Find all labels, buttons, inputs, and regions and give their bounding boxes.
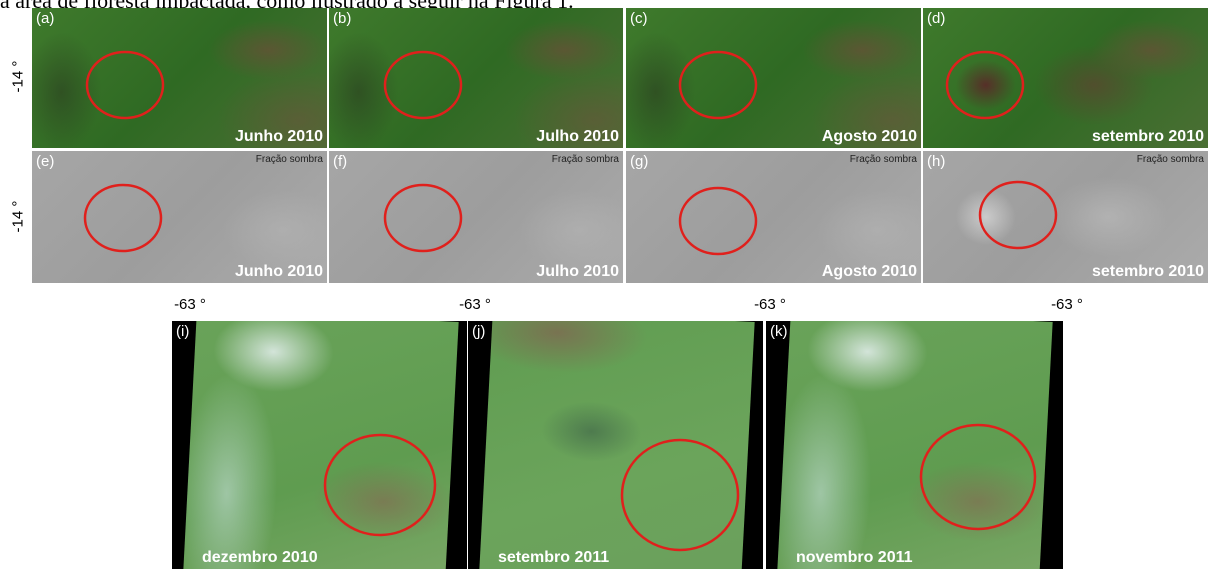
highlight-circle bbox=[678, 50, 758, 120]
longitude-label: -63 ° bbox=[174, 296, 206, 313]
highlight-overlay bbox=[85, 50, 165, 120]
panel-note: Fração sombra bbox=[849, 154, 917, 165]
panel-label: (i) bbox=[176, 323, 190, 340]
panel-label: (a) bbox=[36, 10, 55, 27]
panel-note: Fração sombra bbox=[255, 154, 323, 165]
date-label: setembro 2011 bbox=[498, 549, 610, 566]
highlight-overlay bbox=[678, 50, 758, 120]
panel-note: Fração sombra bbox=[1136, 154, 1204, 165]
panel-label: (e) bbox=[36, 153, 55, 170]
highlight-circle bbox=[85, 50, 165, 120]
highlight-overlay bbox=[919, 423, 1037, 531]
highlight-circle bbox=[383, 50, 463, 120]
panel-label: (c) bbox=[630, 10, 648, 27]
latitude-label: -14 ° bbox=[9, 200, 27, 233]
highlight-overlay bbox=[323, 433, 437, 537]
satellite-panel: (i) dezembro 2010 bbox=[172, 321, 467, 569]
date-label: Junho 2010 bbox=[234, 128, 323, 145]
satellite-panel: (h) setembro 2010 Fração sombra bbox=[923, 151, 1208, 283]
latitude-label: -14 ° bbox=[9, 60, 27, 93]
longitude-label: -63 ° bbox=[754, 296, 786, 313]
highlight-overlay bbox=[620, 438, 740, 552]
date-label: Julho 2010 bbox=[536, 263, 619, 280]
highlight-circle bbox=[945, 50, 1025, 120]
panel-label: (k) bbox=[770, 323, 788, 340]
satellite-panel: (c) Agosto 2010 bbox=[626, 8, 921, 148]
satellite-panel: (f) Julho 2010 Fração sombra bbox=[329, 151, 623, 283]
highlight-overlay bbox=[83, 183, 163, 253]
panel-label: (h) bbox=[927, 153, 946, 170]
panel-label: (g) bbox=[630, 153, 649, 170]
highlight-overlay bbox=[383, 183, 463, 253]
panel-note: Fração sombra bbox=[551, 154, 619, 165]
date-label: setembro 2010 bbox=[1091, 263, 1204, 280]
date-label: Julho 2010 bbox=[536, 128, 619, 145]
highlight-circle bbox=[620, 438, 740, 552]
highlight-circle bbox=[83, 183, 163, 253]
highlight-circle bbox=[678, 186, 758, 256]
longitude-label: -63 ° bbox=[1051, 296, 1083, 313]
highlight-circle bbox=[919, 423, 1037, 531]
highlight-overlay bbox=[383, 50, 463, 120]
highlight-overlay bbox=[978, 180, 1058, 250]
date-label: dezembro 2010 bbox=[202, 549, 318, 566]
date-label: Agosto 2010 bbox=[821, 128, 917, 145]
satellite-panel: (b) Julho 2010 bbox=[329, 8, 623, 148]
panel-label: (b) bbox=[333, 10, 352, 27]
satellite-panel: (a) Junho 2010 bbox=[32, 8, 327, 148]
panel-label: (d) bbox=[927, 10, 946, 27]
highlight-circle bbox=[383, 183, 463, 253]
date-label: setembro 2010 bbox=[1091, 128, 1204, 145]
satellite-panel: (d) setembro 2010 bbox=[923, 8, 1208, 148]
highlight-circle bbox=[323, 433, 437, 537]
panel-label: (j) bbox=[472, 323, 486, 340]
panel-label: (f) bbox=[333, 153, 348, 170]
date-label: Agosto 2010 bbox=[821, 263, 917, 280]
longitude-label: -63 ° bbox=[459, 296, 491, 313]
satellite-panel: (k) novembro 2011 bbox=[766, 321, 1063, 569]
highlight-overlay bbox=[678, 186, 758, 256]
satellite-panel: (g) Agosto 2010 Fração sombra bbox=[626, 151, 921, 283]
satellite-panel: (j) setembro 2011 bbox=[468, 321, 763, 569]
satellite-panel: (e) Junho 2010 Fração sombra bbox=[32, 151, 327, 283]
date-label: Junho 2010 bbox=[234, 263, 323, 280]
highlight-circle bbox=[978, 180, 1058, 250]
date-label: novembro 2011 bbox=[796, 549, 913, 566]
highlight-overlay bbox=[945, 50, 1025, 120]
